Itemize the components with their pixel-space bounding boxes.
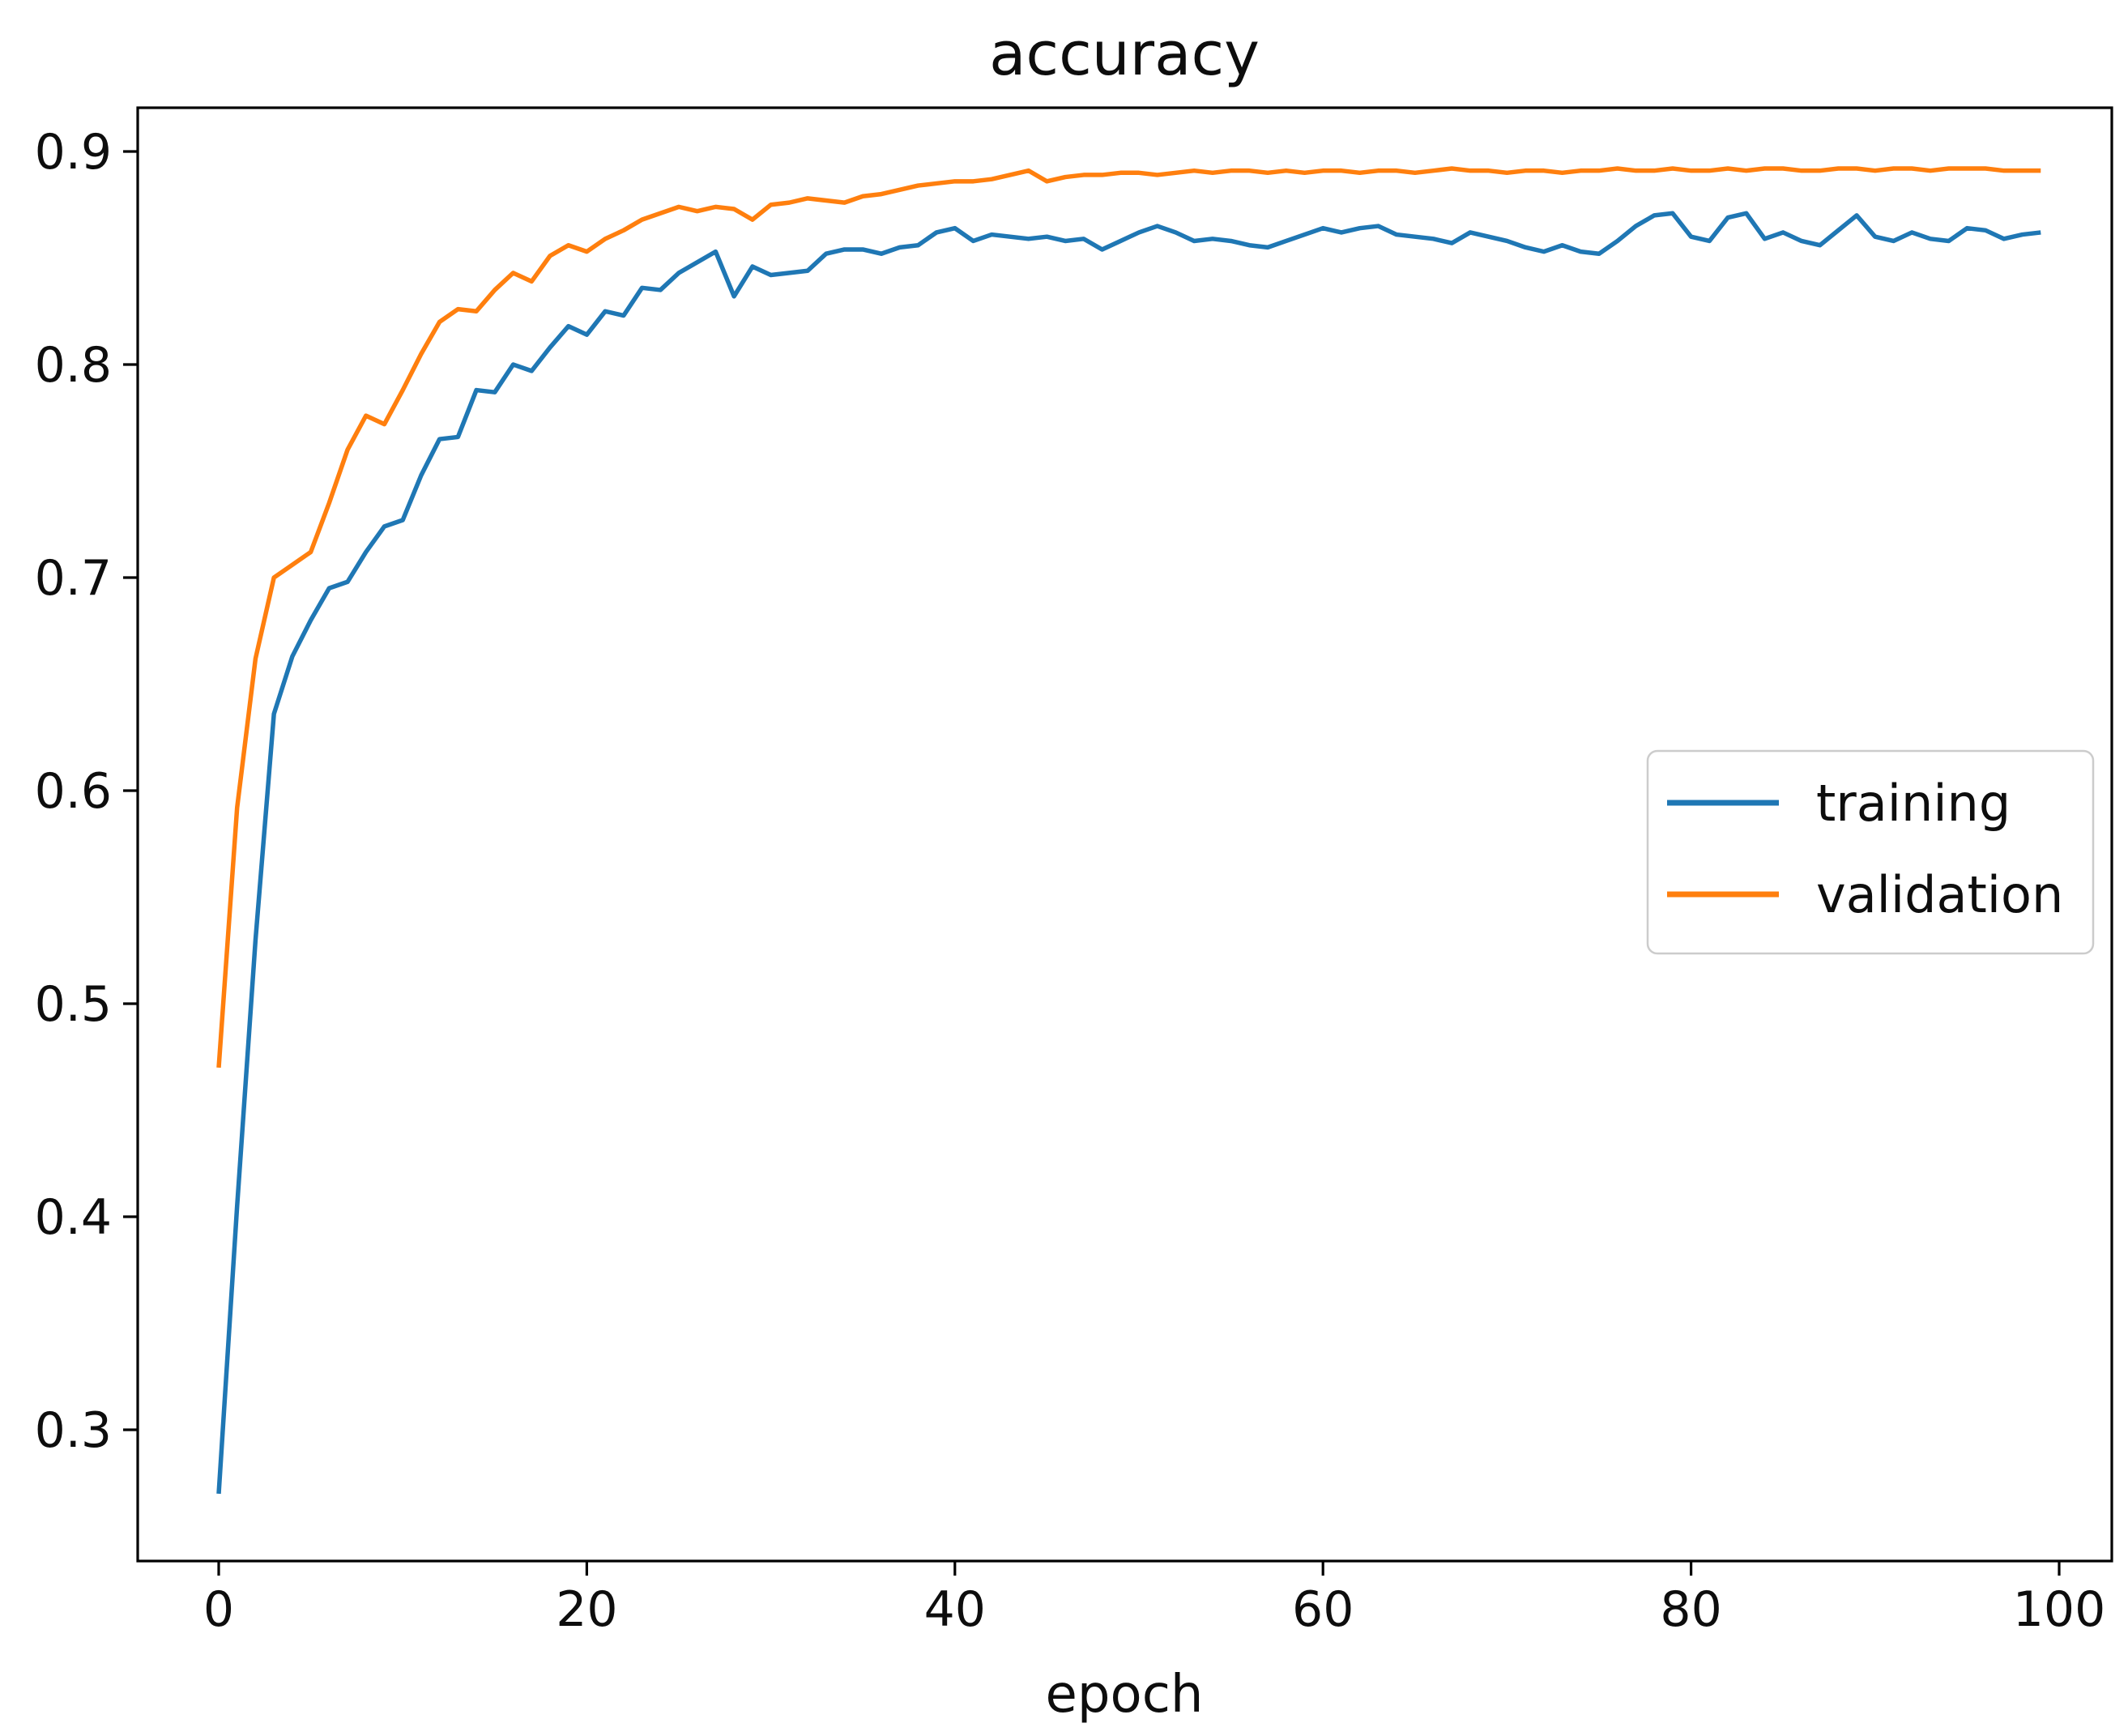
y-tick-label: 0.9	[35, 124, 112, 181]
legend-label-validation: validation	[1816, 865, 2063, 924]
validation-line	[216, 166, 2041, 1068]
plot-area-border	[136, 106, 2113, 1563]
x-tick-label: 100	[2013, 1581, 2106, 1638]
x-axis-title: epoch	[1046, 1665, 1204, 1725]
x-tick-label: 80	[1660, 1581, 1721, 1638]
y-axis-ticks: 0.3 0.4 0.5 0.6 0.7 0.8 0.9	[35, 124, 138, 1459]
chart-title: accuracy	[989, 19, 1260, 89]
y-tick-label: 0.5	[35, 976, 112, 1033]
y-tick-label: 0.4	[35, 1189, 112, 1246]
x-tick-label: 0	[203, 1581, 234, 1638]
training-line	[216, 211, 2041, 1495]
x-tick-label: 60	[1292, 1581, 1354, 1638]
x-tick-label: 20	[556, 1581, 617, 1638]
y-tick-label: 0.7	[35, 550, 112, 607]
y-tick-label: 0.6	[35, 763, 112, 820]
y-tick-label: 0.3	[35, 1402, 112, 1459]
x-axis-ticks: 0 20 40 60 80 100	[203, 1561, 2105, 1638]
x-tick-label: 40	[924, 1581, 986, 1638]
y-tick-label: 0.8	[35, 337, 112, 394]
legend-label-training: training	[1816, 774, 2011, 833]
series-lines	[216, 166, 2041, 1495]
legend: training validation	[1646, 749, 2095, 955]
